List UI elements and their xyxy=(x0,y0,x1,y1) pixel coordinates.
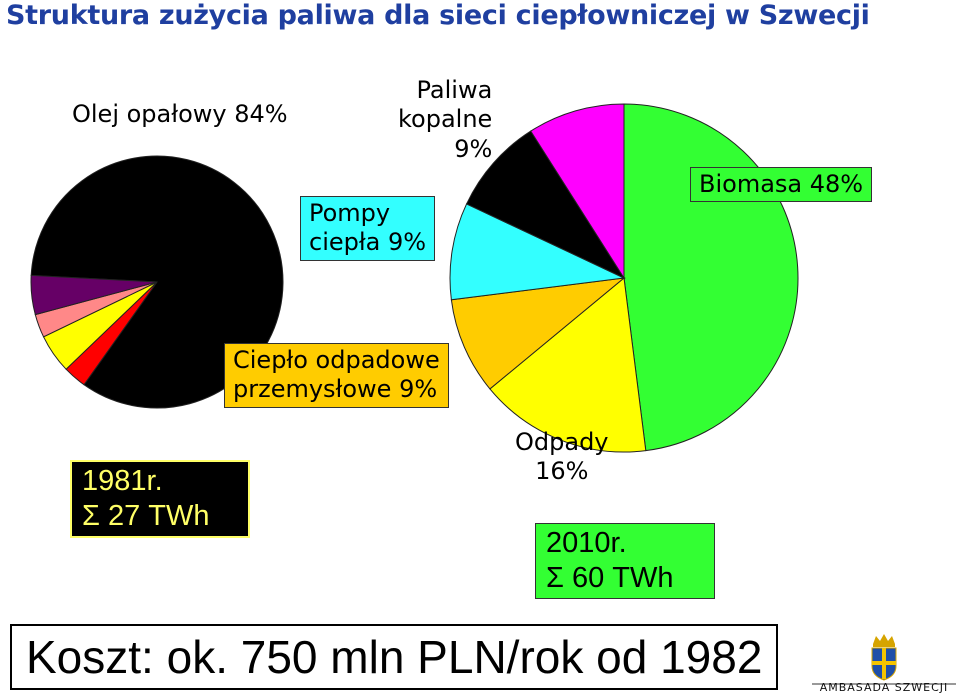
caption-1981-year: 1981r. xyxy=(82,465,163,497)
pie2-slice-4 xyxy=(465,130,626,280)
caption-2010-year: 2010r. xyxy=(546,527,627,559)
pie1-slice-4 xyxy=(30,274,158,316)
pie-2010 xyxy=(449,103,799,453)
caption-1981-total: Σ 27 TWh xyxy=(82,499,210,532)
slice-label-biomass: Biomasa 48% xyxy=(690,167,873,203)
pie2-slice-5 xyxy=(530,103,625,280)
slice-label-heat-pumps: Pompy ciepła 9% xyxy=(300,196,436,261)
page-title: Struktura zużycia paliwa dla sieci ciepł… xyxy=(6,0,870,31)
pie-1981 xyxy=(30,155,284,409)
slice-label-oil: Olej opałowy 84% xyxy=(72,100,288,128)
caption-1981: 1981r. Σ 27 TWh xyxy=(70,460,250,538)
slice-label-industrial-heat: Ciepło odpadowe przemysłowe 9% xyxy=(224,343,449,408)
pie2-slice-2 xyxy=(450,277,626,390)
pie2-slice-3 xyxy=(449,203,626,301)
embassy-logo-text: AMBASADA SZWECJI xyxy=(819,681,949,694)
embassy-logo xyxy=(812,634,956,685)
caption-2010: 2010r. Σ 60 TWh xyxy=(535,523,715,599)
pie2-slice-0 xyxy=(623,103,799,452)
cost-note: Koszt: ok. 750 mln PLN/rok od 1982 xyxy=(10,624,778,690)
pie2-slice-1 xyxy=(489,277,647,453)
slice-label-waste: Odpady 16% xyxy=(515,428,609,486)
slice-label-fossil: Paliwa kopalne 9% xyxy=(398,76,493,163)
caption-2010-total: Σ 60 TWh xyxy=(546,561,674,594)
